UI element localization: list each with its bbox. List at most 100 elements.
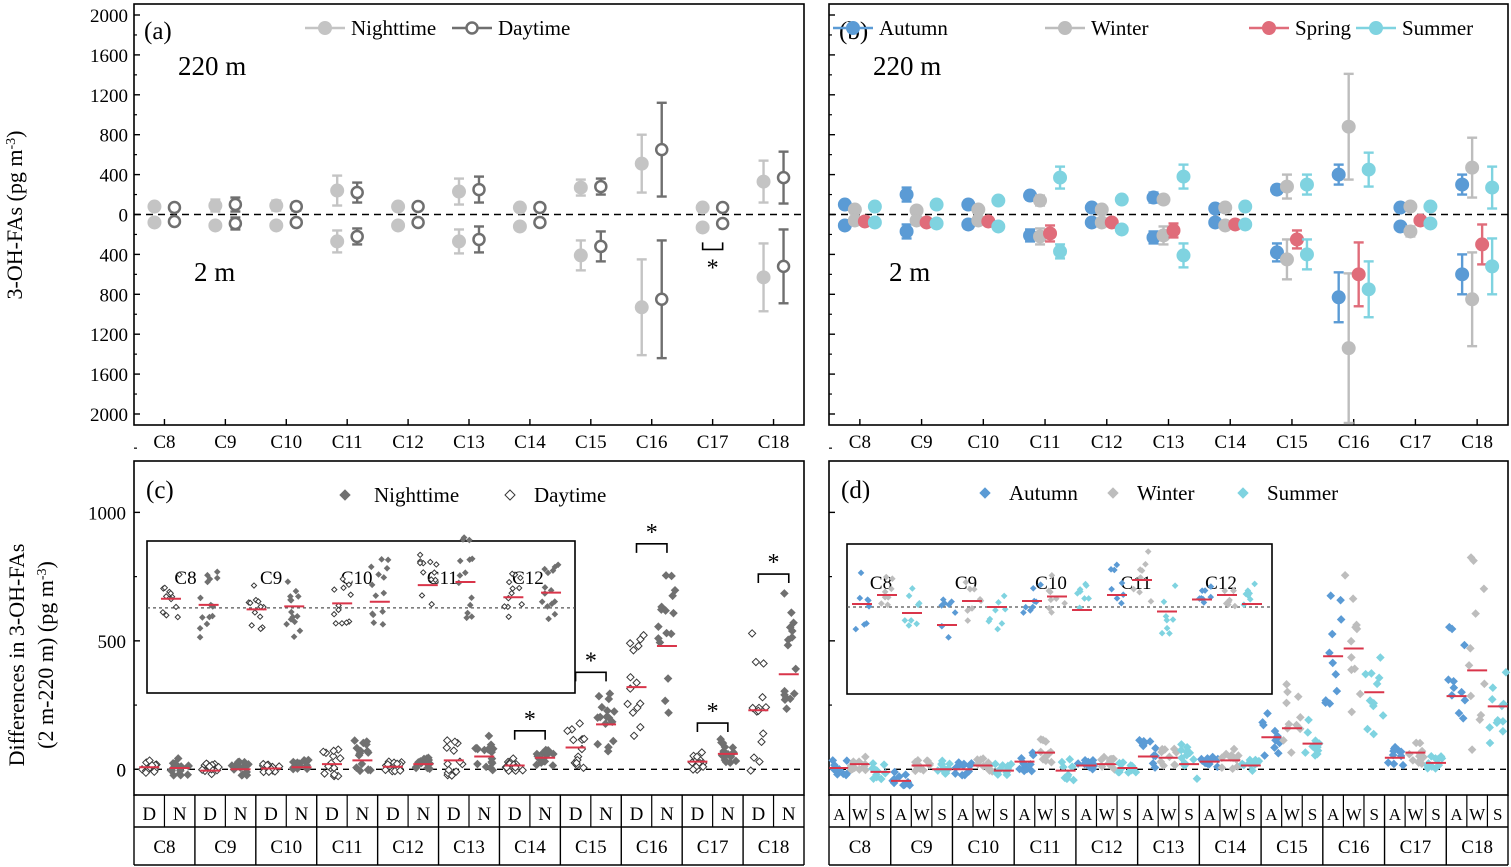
data-point [1169,616,1177,623]
x-tick-label: C10 [270,432,302,453]
mean-point [1485,180,1500,195]
sub-label: W [1037,805,1054,824]
data-point [1221,749,1231,759]
x-tick-label: C15 [1276,432,1308,453]
mean-point [573,248,588,263]
sub-label: A [833,805,846,824]
data-point [1144,548,1152,555]
sub-label: N [782,804,796,825]
inset-category-label: C9 [260,568,282,589]
data-point [167,589,175,597]
sub-label: W [914,805,931,824]
x-tick-label: C8 [849,837,871,858]
data-point [852,625,860,633]
data-point [966,585,974,593]
mean-point [512,200,527,215]
mean-point [929,197,944,212]
data-point [973,755,982,764]
significance-star: * [707,699,719,725]
data-point [1198,587,1206,594]
data-point [1158,629,1166,637]
mean-point [1033,193,1048,208]
data-point [364,765,373,774]
data-point [1332,686,1342,696]
data-point [872,766,881,775]
data-point [1207,583,1215,590]
mean-point [1361,282,1376,297]
data-point [1200,599,1208,606]
data-point [758,692,767,702]
mean-point [1423,216,1438,231]
mean-point [1465,160,1480,175]
data-point [250,582,258,589]
data-point [332,620,340,627]
data-point [628,708,638,717]
data-point [554,561,562,569]
legend-label: Winter [1137,481,1194,505]
data-point [1454,708,1464,718]
mean-point [147,199,162,214]
data-point [945,634,952,641]
legend-label: Nighttime [374,483,459,507]
inset-category-label: C10 [1035,573,1067,594]
y-tick-label: 0 [117,760,127,781]
x-tick-label: C11 [332,432,363,453]
data-point [1118,579,1126,587]
legend-marker [504,489,516,501]
data-point [1263,709,1272,718]
sub-label: D [691,804,705,825]
data-point [328,751,338,761]
data-point [1467,745,1477,754]
mean-point [1114,222,1129,237]
data-point [1020,609,1027,616]
data-point [246,599,254,607]
data-point [1416,755,1426,764]
data-point [176,571,183,578]
data-point [163,611,170,619]
sub-label: W [1469,805,1486,824]
data-point [1436,752,1446,761]
data-point [881,768,890,778]
data-point [905,622,913,629]
sub-label: D [386,804,400,825]
y-tick-label: 0 [119,206,129,227]
data-point [463,614,470,622]
mean-point [411,215,425,230]
data-point [1347,707,1357,717]
data-point [551,610,559,618]
data-point [660,696,670,706]
data-point [669,608,678,618]
mean-point [391,218,406,233]
data-point [209,612,216,620]
data-point [1501,668,1511,677]
legend-marker [846,21,860,35]
sub-label: S [1370,805,1379,824]
data-point [1027,766,1037,776]
data-point [1488,683,1498,692]
data-point [563,726,572,736]
x-tick-label: C15 [1276,837,1308,858]
data-point [173,754,183,763]
mean-point [533,200,547,215]
mean-point [1475,237,1490,252]
data-point [378,556,385,563]
data-point [922,756,932,766]
data-point [518,765,528,775]
x-tick-label: C13 [1153,432,1185,453]
data-point [515,584,523,592]
data-point [256,613,264,621]
data-point [213,568,221,576]
data-point [203,620,211,628]
legend-label: Autumn [879,16,948,40]
data-point [865,602,873,610]
data-point [1390,742,1400,752]
data-point [505,613,513,621]
data-point [1460,640,1469,650]
data-point [1378,711,1388,720]
data-point [517,574,524,582]
legend-marker [465,21,479,35]
inset-frame [846,543,1273,695]
sub-label: W [1160,805,1177,824]
